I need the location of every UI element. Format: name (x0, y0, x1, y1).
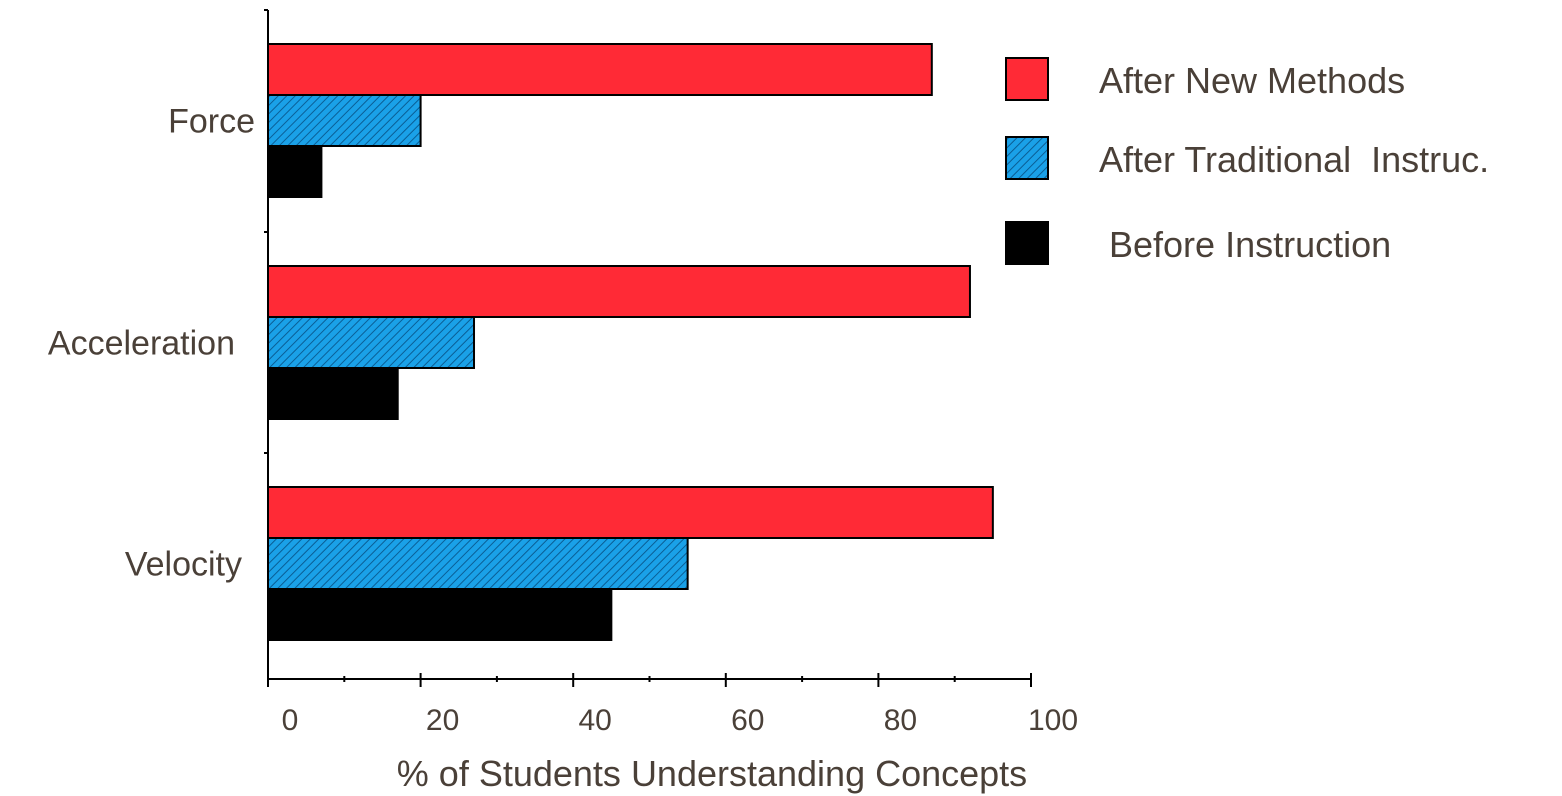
x-tick-label: 80 (884, 704, 917, 737)
legend-swatch-3 (1005, 221, 1049, 265)
bars-layer (267, 43, 994, 641)
bar-force-series-3 (267, 145, 323, 198)
legend: After New Methods After Traditional Instr… (1005, 57, 1489, 265)
bar-velocity-series-1 (267, 486, 994, 539)
x-tick-label: 20 (426, 704, 459, 737)
legend-label-3: Before Instruction (1099, 224, 1391, 265)
legend-swatch-2 (1005, 136, 1049, 180)
bar-acceleration-series-2 (267, 316, 476, 369)
legend-label-1: After New Methods (1099, 60, 1405, 101)
bar-force-series-1 (267, 43, 933, 96)
category-label-velocity: Velocity (125, 546, 242, 584)
x-tick-label: 100 (1028, 704, 1078, 737)
bar-acceleration-series-3 (267, 367, 399, 420)
bar-acceleration-series-1 (267, 265, 971, 318)
bar-velocity-series-3 (267, 588, 613, 641)
axes-layer (264, 9, 1032, 687)
x-axis-title: % of Students Understanding Concepts (397, 753, 1027, 794)
x-tick-label: 40 (579, 704, 612, 737)
category-label-force: Force (168, 103, 255, 141)
x-tick-label: 60 (731, 704, 764, 737)
category-label-acceleration: Acceleration (48, 325, 235, 363)
legend-swatch-1 (1005, 57, 1049, 101)
bar-force-series-2 (267, 94, 422, 147)
legend-label-2: After Traditional Instruc. (1099, 139, 1489, 180)
x-tick-label: 0 (282, 704, 299, 737)
bar-velocity-series-2 (267, 537, 689, 590)
labels-layer: 0 20 40 60 80 100 Force Acceleration Velocity (48, 103, 1078, 738)
